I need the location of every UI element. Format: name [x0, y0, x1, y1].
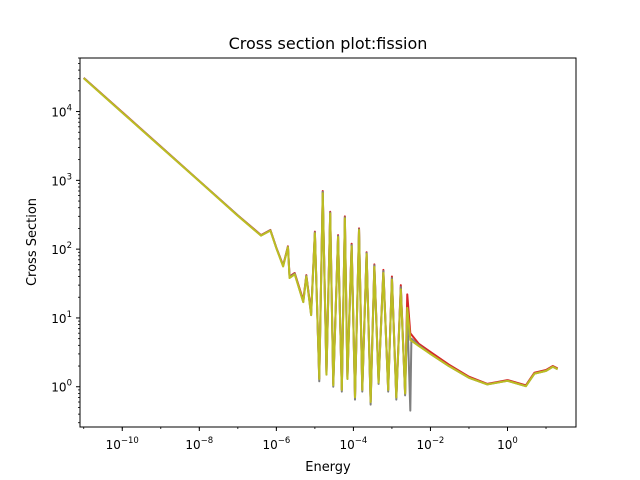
- y-tick-label-exponent: 0: [67, 379, 72, 389]
- y-axis-label: Cross Section: [25, 198, 40, 286]
- y-tick-label-exponent: 4: [67, 104, 72, 114]
- x-tick-label-exponent: −10: [121, 436, 139, 446]
- y-tick-label-exponent: 2: [67, 241, 72, 251]
- x-tick-label-exponent: −4: [355, 436, 368, 446]
- x-tick-label-exponent: 0: [512, 436, 517, 446]
- series-line-3: [83, 77, 559, 404]
- x-tick-label-exponent: −8: [201, 436, 214, 446]
- plot-area-frame: [79, 57, 577, 428]
- y-tick-label-exponent: 3: [67, 172, 72, 182]
- y-tick-label-exponent: 1: [67, 310, 72, 320]
- x-tick-label-exponent: −6: [278, 436, 291, 446]
- chart-title: Cross section plot:fission: [229, 34, 428, 53]
- x-axis-label: Energy: [305, 460, 351, 475]
- series-group: [83, 77, 559, 412]
- x-tick-label-exponent: −2: [432, 436, 445, 446]
